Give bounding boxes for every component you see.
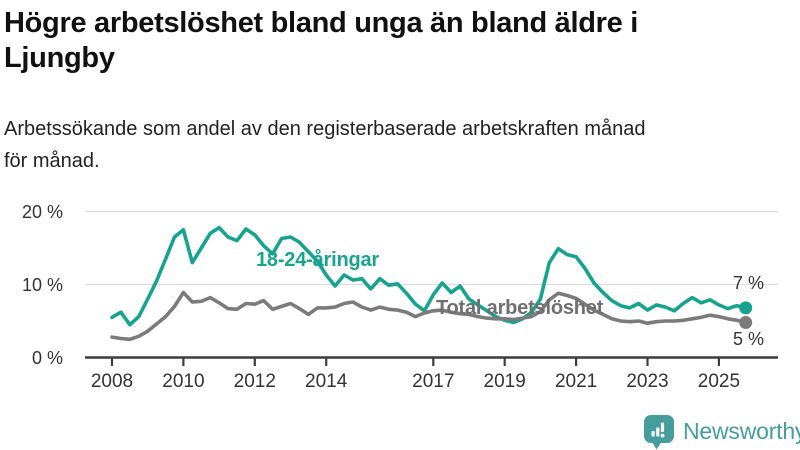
svg-text:2021: 2021	[555, 371, 597, 392]
chart-canvas: 2008 2010 2012 2014 2017 2019 2021 2023 2025 0 % 1…	[22, 202, 778, 392]
svg-text:2010: 2010	[162, 371, 204, 392]
series-label-young: 18-24-åringar	[256, 249, 380, 271]
newsworthy-logo-icon	[644, 415, 674, 450]
newsworthy-logo[interactable]: Newsworthy	[642, 413, 800, 450]
newsworthy-logo-text: Newsworthy	[683, 418, 800, 444]
end-value-label-total: 5 %	[732, 329, 764, 349]
svg-text:2023: 2023	[626, 371, 668, 392]
svg-text:2014: 2014	[305, 371, 348, 392]
series-label-total: Total arbetslöshet	[436, 297, 604, 319]
svg-text:20 %: 20 %	[22, 202, 63, 222]
page-subtitle: Arbetssökande som andel av den registerb…	[4, 118, 646, 173]
page-title: Högre arbetslöshet bland unga än bland ä…	[4, 7, 638, 74]
svg-text:0 %: 0 %	[32, 348, 63, 368]
svg-text:2008: 2008	[91, 371, 133, 392]
svg-text:2012: 2012	[234, 371, 276, 392]
svg-text:2017: 2017	[412, 371, 454, 392]
svg-text:2025: 2025	[698, 371, 740, 392]
svg-text:2019: 2019	[484, 371, 526, 392]
svg-text:10 %: 10 %	[22, 275, 63, 295]
end-value-label-young: 7 %	[732, 273, 764, 293]
